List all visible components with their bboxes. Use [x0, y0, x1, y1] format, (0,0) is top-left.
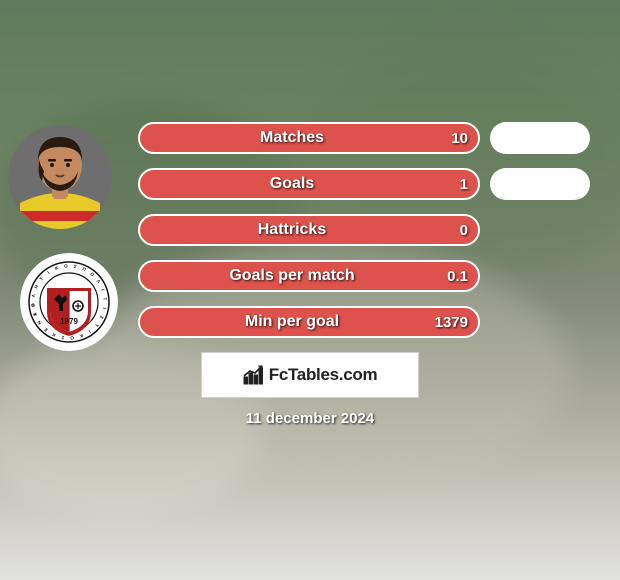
stat-value-left: 0.1	[447, 268, 468, 285]
stat-label: Matches	[140, 129, 478, 147]
badge-text: FcTables.com	[269, 365, 378, 385]
badge-text-main: FcTables	[269, 365, 339, 384]
badge-text-suffix: .com	[339, 365, 377, 384]
stat-label: Goals per match	[140, 267, 478, 285]
stat-pill-left: Goals1	[138, 168, 480, 200]
stat-value-left: 10	[451, 130, 468, 147]
stat-pill-left: Goals per match0.1	[138, 260, 480, 292]
svg-text:Ρ: Ρ	[31, 303, 36, 307]
stat-pill-left: Matches10	[138, 122, 480, 154]
date-text: 11 december 2024	[0, 410, 620, 427]
svg-text:1979: 1979	[60, 317, 78, 326]
chart-icon	[243, 365, 265, 385]
fctables-badge[interactable]: FcTables.com	[201, 352, 419, 398]
stat-label: Min per goal	[140, 313, 478, 331]
stat-value-left: 1379	[435, 314, 468, 331]
stat-pill-left: Hattricks0	[138, 214, 480, 246]
stat-pill-left: Min per goal1379	[138, 306, 480, 338]
player-avatar	[8, 125, 112, 229]
stat-label: Goals	[140, 175, 478, 193]
stat-pill-right	[490, 122, 590, 154]
club-avatar: ΑΘΛΗΤΙΚΟΣΠΟΛΙΤΙΣΤΙΚΟΣΚΕΝΤΡ 1979	[20, 253, 118, 351]
stat-pill-right	[490, 168, 590, 200]
stat-value-left: 0	[460, 222, 468, 239]
stat-label: Hattricks	[140, 221, 478, 239]
stat-value-left: 1	[460, 176, 468, 193]
